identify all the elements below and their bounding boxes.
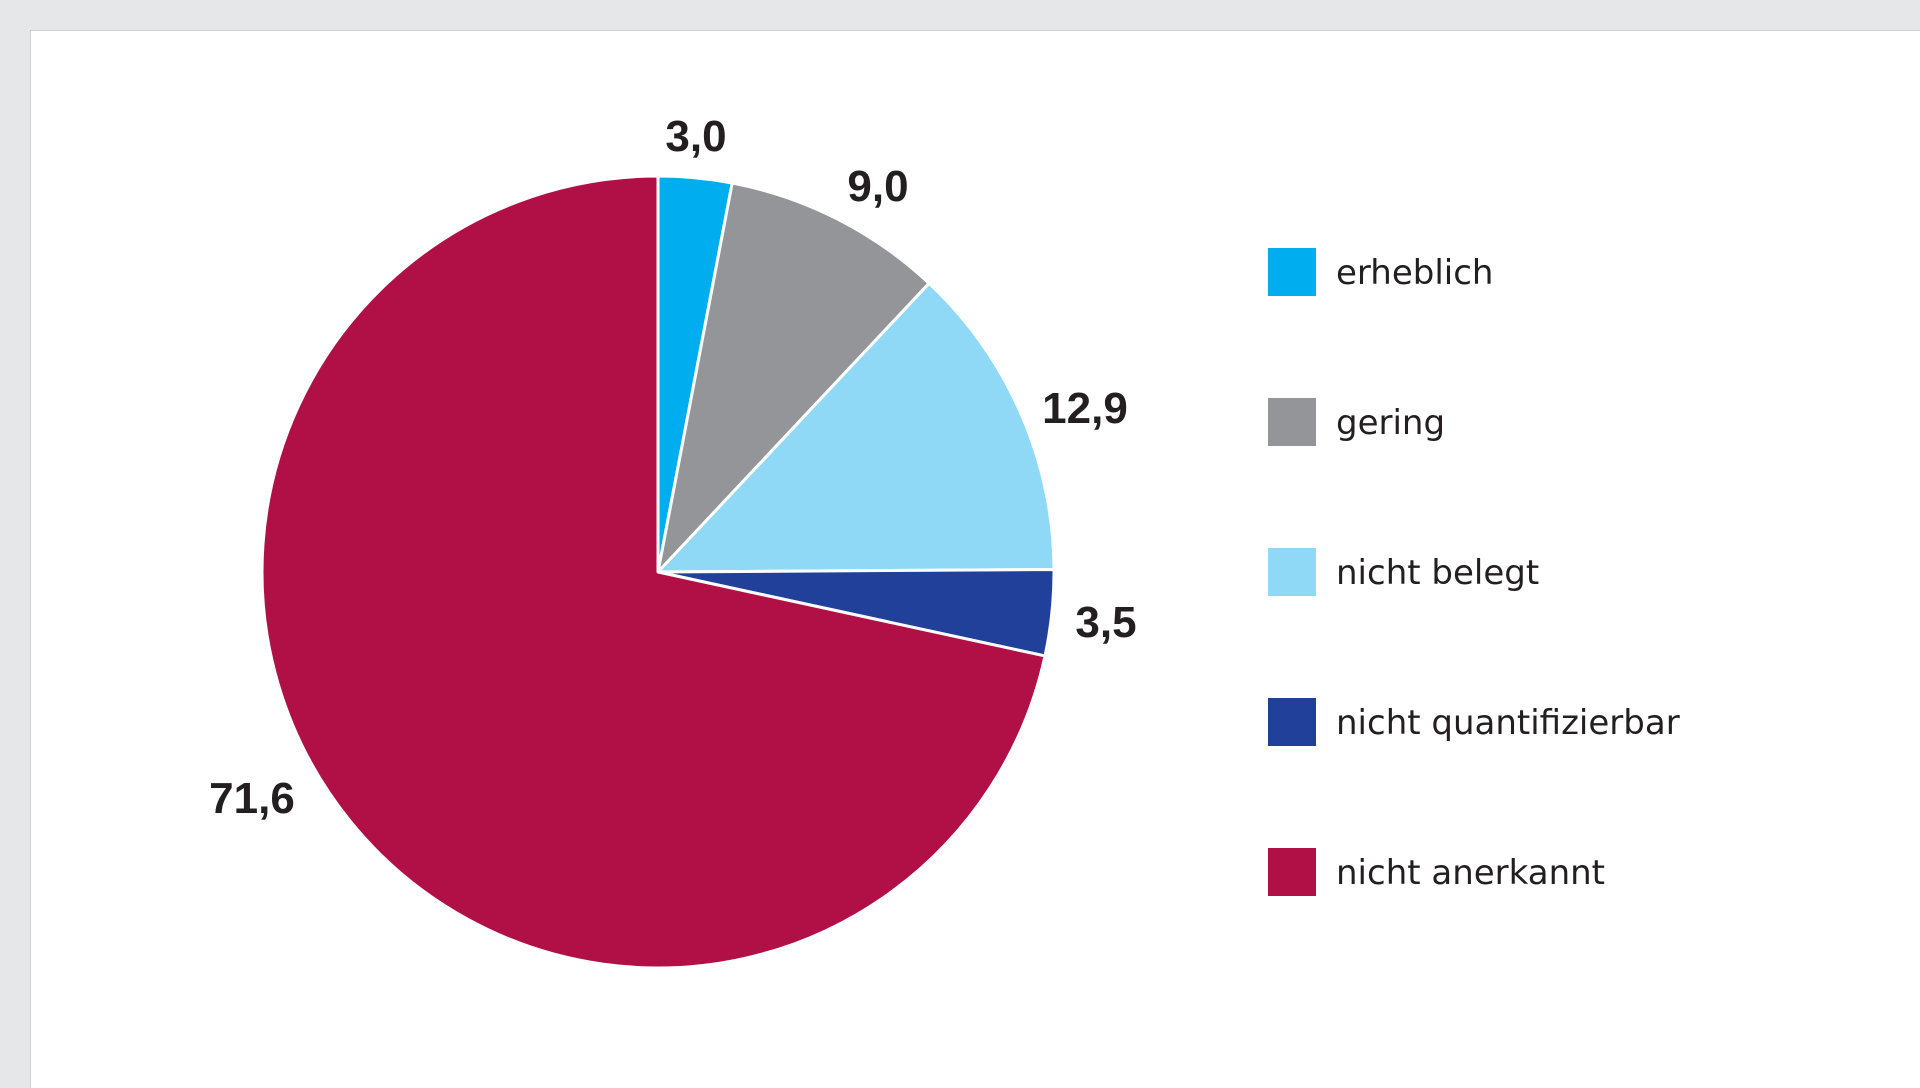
value-label-gering: 9,0 xyxy=(847,162,908,211)
legend-label-gering: gering xyxy=(1336,403,1445,443)
legend-swatch-nicht-quantifizierbar xyxy=(1268,698,1316,746)
legend-label-nicht-anerkannt: nicht anerkannt xyxy=(1336,853,1605,893)
legend-label-nicht-quantifizierbar: nicht quantifizierbar xyxy=(1336,703,1680,743)
legend-swatch-erheblich xyxy=(1268,248,1316,296)
pie-slices xyxy=(260,174,1056,970)
legend-label-nicht-belegt: nicht belegt xyxy=(1336,553,1539,593)
pie-slice-gering xyxy=(656,181,931,574)
pie-slice-nicht-anerkannt xyxy=(260,174,1047,970)
pie-value-labels: 3,0 9,0 12,9 3,5 71,6 xyxy=(209,112,1136,823)
legend-swatch-nicht-anerkannt xyxy=(1268,848,1316,896)
legend-swatch-gering xyxy=(1268,398,1316,446)
value-label-nicht-belegt: 12,9 xyxy=(1042,384,1128,433)
legend: erheblich gering nicht belegt nicht quantif… xyxy=(1268,248,1680,896)
pie-slice-nicht-belegt xyxy=(656,281,1056,574)
legend-swatch-nicht-belegt xyxy=(1268,548,1316,596)
legend-label-erheblich: erheblich xyxy=(1336,253,1493,293)
value-label-nicht-anerkannt: 71,6 xyxy=(209,774,295,823)
value-label-erheblich: 3,0 xyxy=(665,112,726,161)
value-label-nicht-quantifizierbar: 3,5 xyxy=(1075,598,1136,647)
